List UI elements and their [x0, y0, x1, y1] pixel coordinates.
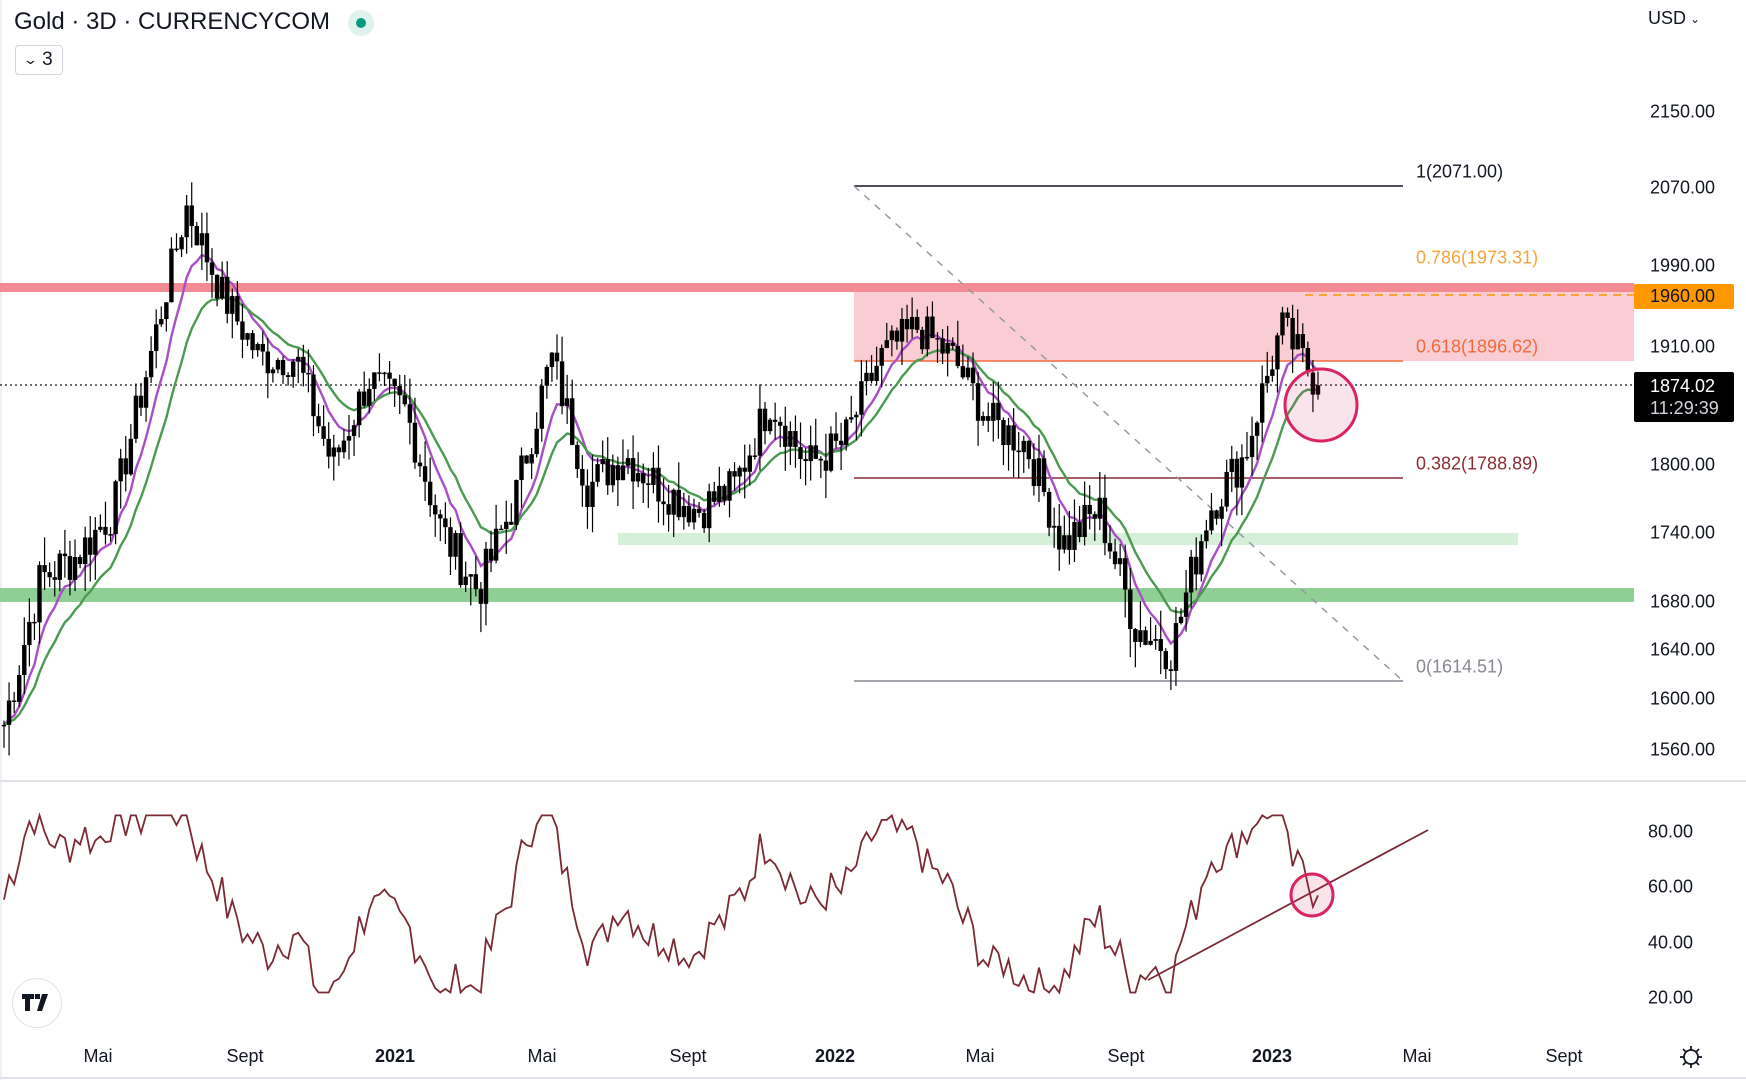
price-tick: 1990.00 [1650, 255, 1716, 276]
resistance-band[interactable] [0, 283, 1634, 292]
highlight-circle-price[interactable] [1283, 367, 1359, 443]
price-tick: 2150.00 [1650, 101, 1716, 122]
indicators-toggle-button[interactable]: ⌄ 3 [15, 45, 63, 75]
price-tick: 1800.00 [1650, 454, 1716, 475]
highlight-circle-rsi[interactable] [1289, 872, 1335, 918]
rsi-tick: 80.00 [1648, 821, 1694, 842]
time-tick: 2023 [1251, 1046, 1293, 1066]
last-price-value: 1874.02 [1650, 376, 1716, 396]
time-tick: 2022 [814, 1046, 856, 1066]
currency-label: USD [1648, 8, 1687, 28]
price-tick: 1640.00 [1650, 639, 1716, 660]
market-open-status-icon [348, 10, 374, 36]
time-tick: Mai [1402, 1046, 1432, 1066]
time-tick: 2021 [374, 1046, 416, 1066]
tradingview-logo-icon [22, 994, 48, 1011]
settings-gear-icon[interactable] [1678, 1044, 1704, 1070]
bar-countdown: 11:29:39 [1650, 398, 1719, 418]
tradingview-logo[interactable] [12, 978, 62, 1028]
price-tick: 1740.00 [1650, 522, 1716, 543]
time-tick: Sept [1107, 1046, 1145, 1066]
fib-level-label: 1(2071.00) [1416, 161, 1504, 182]
time-tick: Sept [1545, 1046, 1583, 1066]
fib-level-label: 0(1614.51) [1416, 656, 1504, 677]
fib-level-label: 0.382(1788.89) [1416, 453, 1539, 474]
indicators-count: 3 [42, 49, 53, 70]
rsi-trendline[interactable] [1147, 829, 1429, 981]
price-tick: 1910.00 [1650, 336, 1716, 357]
time-tick: Mai [965, 1046, 995, 1066]
symbol-title[interactable]: Gold · 3D · CURRENCYCOM [14, 8, 331, 35]
time-tick: Sept [226, 1046, 264, 1066]
alert-price-label: 1960.00 [1634, 284, 1734, 309]
price-tick: 1560.00 [1650, 739, 1716, 760]
currency-selector[interactable]: USD ⌄ [1648, 8, 1700, 29]
fib-trend-line[interactable] [853, 185, 1404, 682]
price-tick: 1600.00 [1650, 688, 1716, 709]
time-tick: Sept [669, 1046, 707, 1066]
rsi-tick: 60.00 [1648, 876, 1694, 897]
rsi-tick: 40.00 [1648, 932, 1694, 953]
time-tick: Mai [83, 1046, 113, 1066]
price-tick: 1680.00 [1650, 591, 1716, 612]
rsi-tick: 20.00 [1648, 987, 1694, 1008]
candlestick-series [1, 182, 1321, 756]
last-price-label: 1874.02 11:29:39 [1634, 372, 1734, 422]
fib-level-label: 0.618(1896.62) [1416, 336, 1539, 357]
rsi-series [3, 812, 1429, 995]
chevron-down-icon: ⌄ [23, 52, 39, 67]
fib-zone-box[interactable] [854, 283, 1634, 361]
support-band[interactable] [0, 588, 1634, 602]
chevron-down-icon: ⌄ [1690, 11, 1701, 26]
time-tick: Mai [527, 1046, 557, 1066]
fib-level-label: 0.786(1973.31) [1416, 247, 1539, 268]
price-tick: 2070.00 [1650, 177, 1716, 198]
